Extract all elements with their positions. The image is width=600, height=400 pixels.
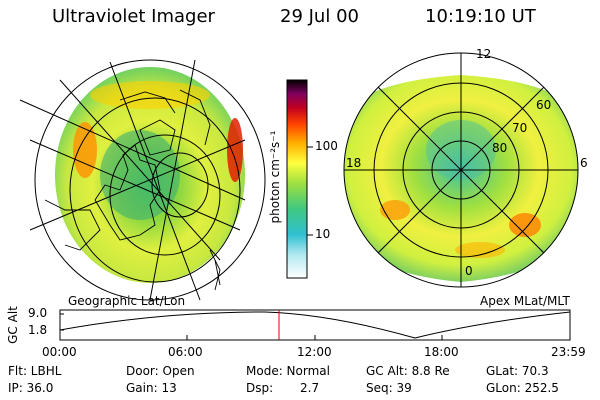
ip-info: IP: 36.0 <box>8 381 54 395</box>
altitude-plot <box>59 309 571 341</box>
altitude-xtick: 12:00 <box>297 345 332 359</box>
altitude-ytick: 9.0 <box>28 306 48 320</box>
mlat-label-70: 70 <box>512 121 528 135</box>
mlt-label-18: 18 <box>346 156 362 170</box>
mlat-label-60: 60 <box>536 98 552 112</box>
mode-info: Mode: Normal <box>246 364 330 378</box>
dsp-value: 2.7 <box>300 381 320 395</box>
apex-caption: Apex MLat/MLT <box>480 294 570 308</box>
emission-patch <box>380 200 410 220</box>
geographic-caption: Geographic Lat/Lon <box>68 294 186 308</box>
mlt-label-0: 0 <box>465 264 473 278</box>
gc-alt-info: GC Alt: 8.8 Re <box>366 364 450 378</box>
date-label: 29 Jul 00 <box>280 6 359 27</box>
emission-patch <box>90 81 210 109</box>
altitude-xtick: 23:59 <box>551 345 586 359</box>
door-info: Door: Open <box>126 364 195 378</box>
altitude-xtick: 06:00 <box>168 345 203 359</box>
emission-patch <box>227 118 243 182</box>
altitude-ytick: 1.8 <box>28 323 48 337</box>
emission-patch <box>455 242 505 258</box>
altitude-xtick: 18:00 <box>424 345 459 359</box>
app-title: Ultraviolet Imager <box>52 6 215 27</box>
colorbar-tick-label: 10 <box>315 227 331 241</box>
coastlines <box>44 89 221 291</box>
altitude-ylabel: GC Alt <box>5 306 20 344</box>
dsp-label: Dsp: <box>246 381 274 395</box>
plot-ticks <box>59 313 571 340</box>
mlt-label-6: 6 <box>580 156 588 170</box>
polar-grid <box>343 52 579 288</box>
gain-info: Gain: 13 <box>126 381 177 395</box>
colorbar-label: photon cm⁻²s⁻¹ <box>268 130 282 224</box>
mlt-label-12: 12 <box>476 47 492 61</box>
glon-info: GLon: 252.5 <box>486 381 559 395</box>
filter-info: Flt: LBHL <box>8 364 62 378</box>
colorbar-tick-label: 100 <box>315 139 338 153</box>
map-grid <box>19 59 266 301</box>
colorbar-scale <box>286 79 308 279</box>
apex-panel <box>343 52 579 288</box>
emission-patch <box>73 122 97 178</box>
mlat-label-80: 80 <box>492 141 508 155</box>
geographic-panel <box>19 59 266 301</box>
seq-info: Seq: 39 <box>366 381 412 395</box>
altitude-curve <box>59 311 571 339</box>
altitude-xtick: 00:00 <box>42 345 77 359</box>
glat-info: GLat: 70.3 <box>486 364 549 378</box>
time-label: 10:19:10 UT <box>425 6 536 27</box>
colorbar <box>286 79 313 279</box>
